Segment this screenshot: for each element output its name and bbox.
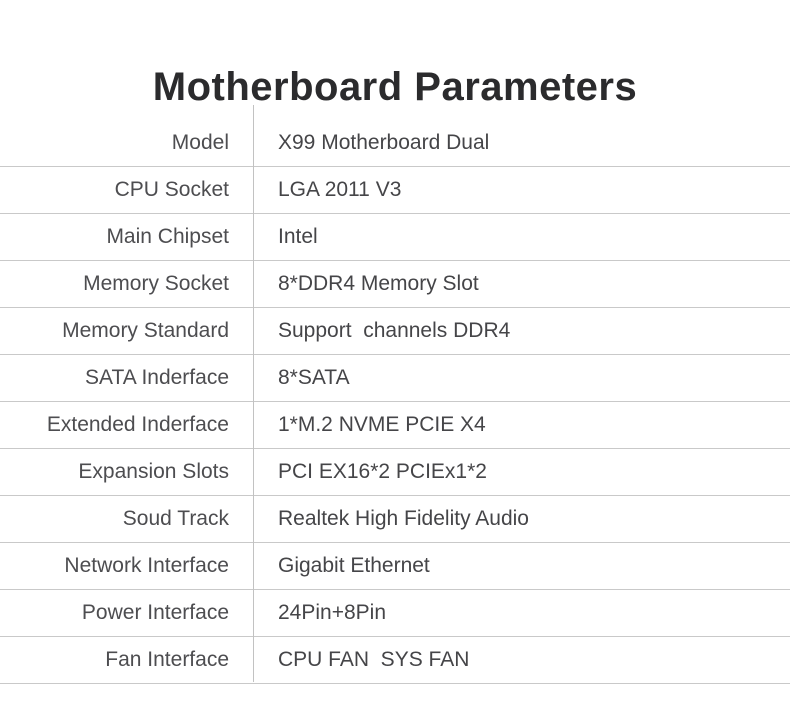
parameters-table: Model X99 Motherboard Dual CPU Socket LG…	[0, 120, 790, 684]
parameter-value: Support channels DDR4	[278, 319, 511, 342]
parameter-label: SATA Inderface	[85, 366, 229, 389]
parameter-label: Memory Socket	[83, 272, 229, 295]
parameter-value: 24Pin+8Pin	[278, 601, 387, 624]
parameter-label: Main Chipset	[106, 225, 229, 248]
parameter-value: LGA 2011 V3	[278, 178, 402, 201]
column-divider	[253, 105, 254, 682]
parameter-label: Fan Interface	[105, 648, 229, 671]
table-row: Network Interface Gigabit Ethernet	[0, 543, 790, 590]
parameter-value: X99 Motherboard Dual	[278, 131, 490, 154]
parameter-label: Power Interface	[81, 601, 229, 624]
table-row: Extended Inderface 1*M.2 NVME PCIE X4	[0, 402, 790, 449]
parameter-label: Network Interface	[64, 554, 229, 577]
parameter-value: 8*SATA	[278, 366, 350, 389]
parameter-label: Extended Inderface	[46, 413, 229, 436]
parameter-label: CPU Socket	[114, 178, 229, 201]
parameter-value: Gigabit Ethernet	[278, 554, 430, 577]
parameter-value: Realtek High Fidelity Audio	[278, 507, 529, 530]
parameter-value: Intel	[278, 225, 318, 248]
parameter-label: Expansion Slots	[78, 460, 229, 483]
parameter-value: CPU FAN SYS FAN	[278, 648, 470, 671]
parameter-value: 1*M.2 NVME PCIE X4	[278, 413, 486, 436]
table-row: Expansion Slots PCI EX16*2 PCIEx1*2	[0, 449, 790, 496]
table-row: Model X99 Motherboard Dual	[0, 120, 790, 167]
table-row: Memory Standard Support channels DDR4	[0, 308, 790, 355]
parameter-value: 8*DDR4 Memory Slot	[278, 272, 479, 295]
parameter-label: Soud Track	[122, 507, 229, 530]
table-row: Power Interface 24Pin+8Pin	[0, 590, 790, 637]
table-row: Soud Track Realtek High Fidelity Audio	[0, 496, 790, 543]
parameter-value: PCI EX16*2 PCIEx1*2	[278, 460, 487, 483]
table-row: Memory Socket 8*DDR4 Memory Slot	[0, 261, 790, 308]
parameter-label: Model	[171, 131, 229, 154]
table-row: Fan Interface CPU FAN SYS FAN	[0, 637, 790, 684]
parameter-label: Memory Standard	[62, 319, 229, 342]
page-title: Motherboard Parameters	[152, 64, 638, 109]
table-row: Main Chipset Intel	[0, 214, 790, 261]
table-row: CPU Socket LGA 2011 V3	[0, 167, 790, 214]
table-row: SATA Inderface 8*SATA	[0, 355, 790, 402]
